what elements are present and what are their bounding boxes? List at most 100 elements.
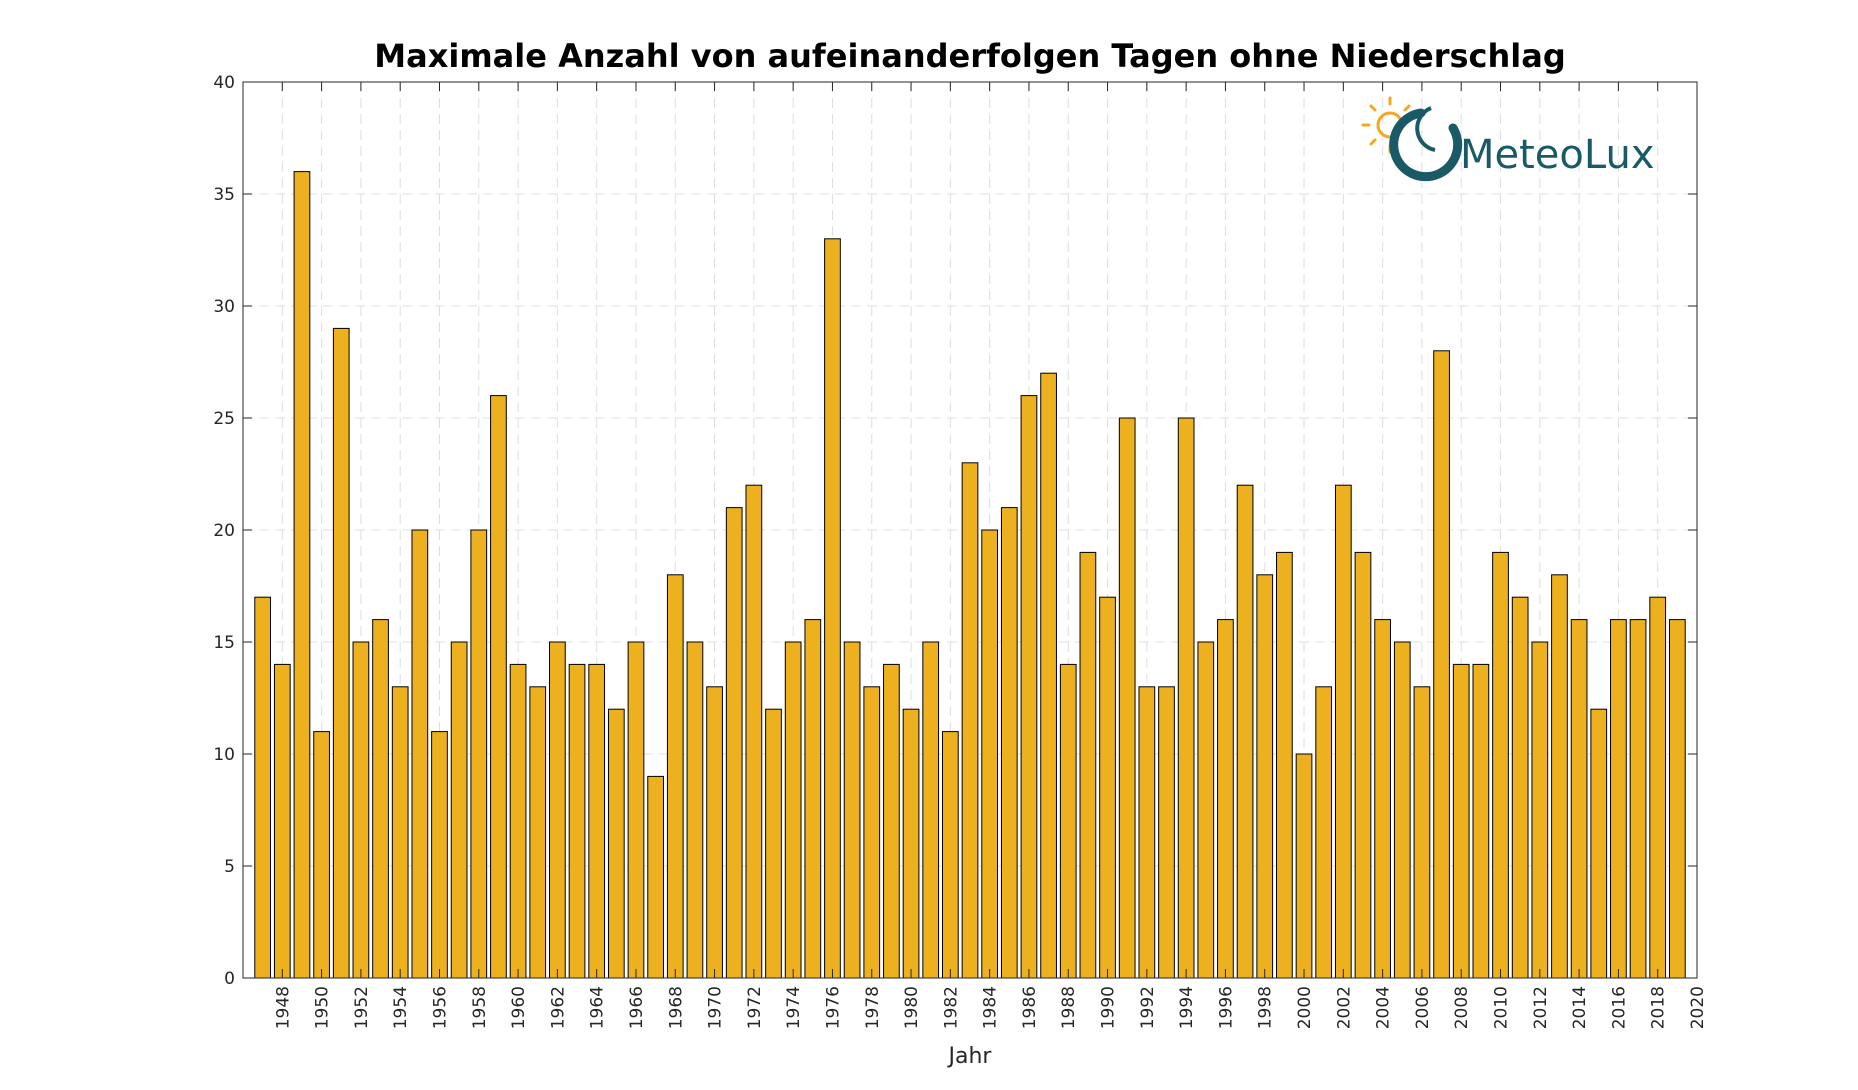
- bar-1977: [843, 641, 861, 979]
- bar-1961: [529, 686, 547, 979]
- bar-2018: [1649, 596, 1667, 979]
- x-tick-label: 1992: [1138, 986, 1158, 1029]
- y-tick-label: 25: [213, 409, 235, 429]
- bar-2008: [1452, 663, 1470, 979]
- bar-1964: [588, 663, 606, 979]
- x-tick-label: 1978: [863, 986, 883, 1029]
- ring-icon: [1389, 106, 1463, 182]
- bar-1994: [1177, 417, 1195, 979]
- bar-1965: [607, 708, 625, 979]
- x-tick-label: 2006: [1413, 986, 1433, 1029]
- x-tick-label: 1960: [509, 986, 529, 1029]
- bar-1957: [450, 641, 468, 979]
- x-tick-label: 1996: [1216, 986, 1236, 1029]
- bar-1993: [1158, 686, 1175, 979]
- y-tick-label: 10: [213, 745, 235, 765]
- bar-1959: [490, 395, 507, 979]
- bar-1955: [411, 529, 429, 979]
- x-tick-label: 1966: [627, 986, 647, 1029]
- x-tick-label: 1974: [784, 986, 804, 1029]
- x-tick-labels: 1948 1950 1952 1954 1956 1958 1960 1962 1964 1966…: [273, 986, 1708, 1029]
- bar-1987: [1040, 372, 1057, 979]
- bar-1998: [1256, 574, 1274, 979]
- bar-1973: [765, 708, 782, 979]
- y-tick-label: 35: [213, 185, 235, 205]
- x-tick-label: 2010: [1492, 986, 1512, 1029]
- bars: [254, 171, 1686, 979]
- y-tick-label: 5: [224, 857, 235, 877]
- bar-1980: [902, 708, 920, 979]
- x-tick-label: 2018: [1649, 986, 1669, 1029]
- x-axis-label: Jahr: [947, 1044, 993, 1069]
- bar-2002: [1334, 484, 1352, 979]
- x-tick-label: 1950: [313, 986, 333, 1029]
- bar-1989: [1079, 551, 1097, 979]
- bar-1970: [706, 686, 723, 979]
- bar-1983: [961, 462, 979, 979]
- bar-1960: [509, 663, 527, 979]
- bar-2003: [1354, 551, 1372, 979]
- bar-1979: [883, 663, 900, 979]
- bar-1992: [1138, 686, 1156, 979]
- bar-2013: [1551, 574, 1568, 979]
- x-tick-label: 2012: [1531, 986, 1551, 1029]
- bar-2014: [1570, 619, 1588, 979]
- x-tick-label: 1958: [470, 986, 490, 1029]
- bar-2000: [1295, 753, 1313, 979]
- bar-2009: [1472, 663, 1490, 979]
- bar-2005: [1393, 641, 1411, 979]
- x-tick-label: 1964: [588, 986, 608, 1029]
- x-tick-label: 2020: [1688, 986, 1708, 1029]
- bar-2019: [1668, 619, 1686, 979]
- y-tick-label: 40: [213, 73, 235, 93]
- bar-1999: [1276, 551, 1293, 979]
- bar-1953: [372, 619, 389, 979]
- x-tick-label: 1986: [1020, 986, 1040, 1029]
- x-tick-label: 2000: [1295, 986, 1315, 1029]
- y-tick-label: 15: [213, 633, 235, 653]
- bar-2007: [1433, 350, 1450, 979]
- grid: [243, 82, 1697, 978]
- bar-1949: [293, 171, 311, 979]
- bar-1984: [981, 529, 999, 979]
- bar-1996: [1217, 619, 1234, 979]
- bar-1974: [784, 641, 802, 979]
- bar-1951: [332, 327, 350, 979]
- x-tick-label: 1988: [1059, 986, 1079, 1029]
- bar-2016: [1610, 619, 1627, 979]
- x-tick-label: 2004: [1374, 986, 1394, 1029]
- x-tick-label: 1984: [981, 986, 1001, 1029]
- x-tick-label: 1976: [823, 986, 843, 1029]
- x-tick-label: 1954: [391, 986, 411, 1029]
- x-tick-label: 2014: [1570, 986, 1590, 1029]
- x-tick-label: 1998: [1256, 986, 1276, 1029]
- bar-1976: [824, 238, 841, 979]
- bar-1991: [1118, 417, 1136, 979]
- x-tick-label: 1948: [273, 986, 293, 1029]
- bar-1947: [254, 596, 272, 979]
- logo-text: MeteoLux: [1460, 132, 1655, 178]
- bar-2011: [1511, 596, 1529, 979]
- bar-1972: [745, 484, 763, 979]
- bar-1952: [352, 641, 370, 979]
- bar-1954: [391, 686, 409, 979]
- y-tick-label: 0: [224, 969, 235, 989]
- bar-1985: [1000, 507, 1018, 979]
- axis-ticks: [243, 81, 1698, 979]
- bar-1967: [647, 775, 664, 979]
- y-tick-labels: 0 5 10 15 20 25 30 35 40: [213, 73, 235, 989]
- bar-2015: [1590, 708, 1608, 979]
- bar-2006: [1413, 686, 1431, 979]
- x-tick-label: 2016: [1609, 986, 1629, 1029]
- bar-1988: [1059, 663, 1077, 979]
- bar-2012: [1531, 641, 1549, 979]
- bar-1966: [627, 641, 645, 979]
- y-tick-label: 20: [213, 521, 235, 541]
- bar-1969: [686, 641, 704, 979]
- x-tick-label: 1970: [706, 986, 726, 1029]
- x-tick-label: 1956: [430, 986, 450, 1029]
- bar-1950: [313, 731, 330, 979]
- bar-1997: [1236, 484, 1254, 979]
- x-tick-label: 1994: [1177, 986, 1197, 1029]
